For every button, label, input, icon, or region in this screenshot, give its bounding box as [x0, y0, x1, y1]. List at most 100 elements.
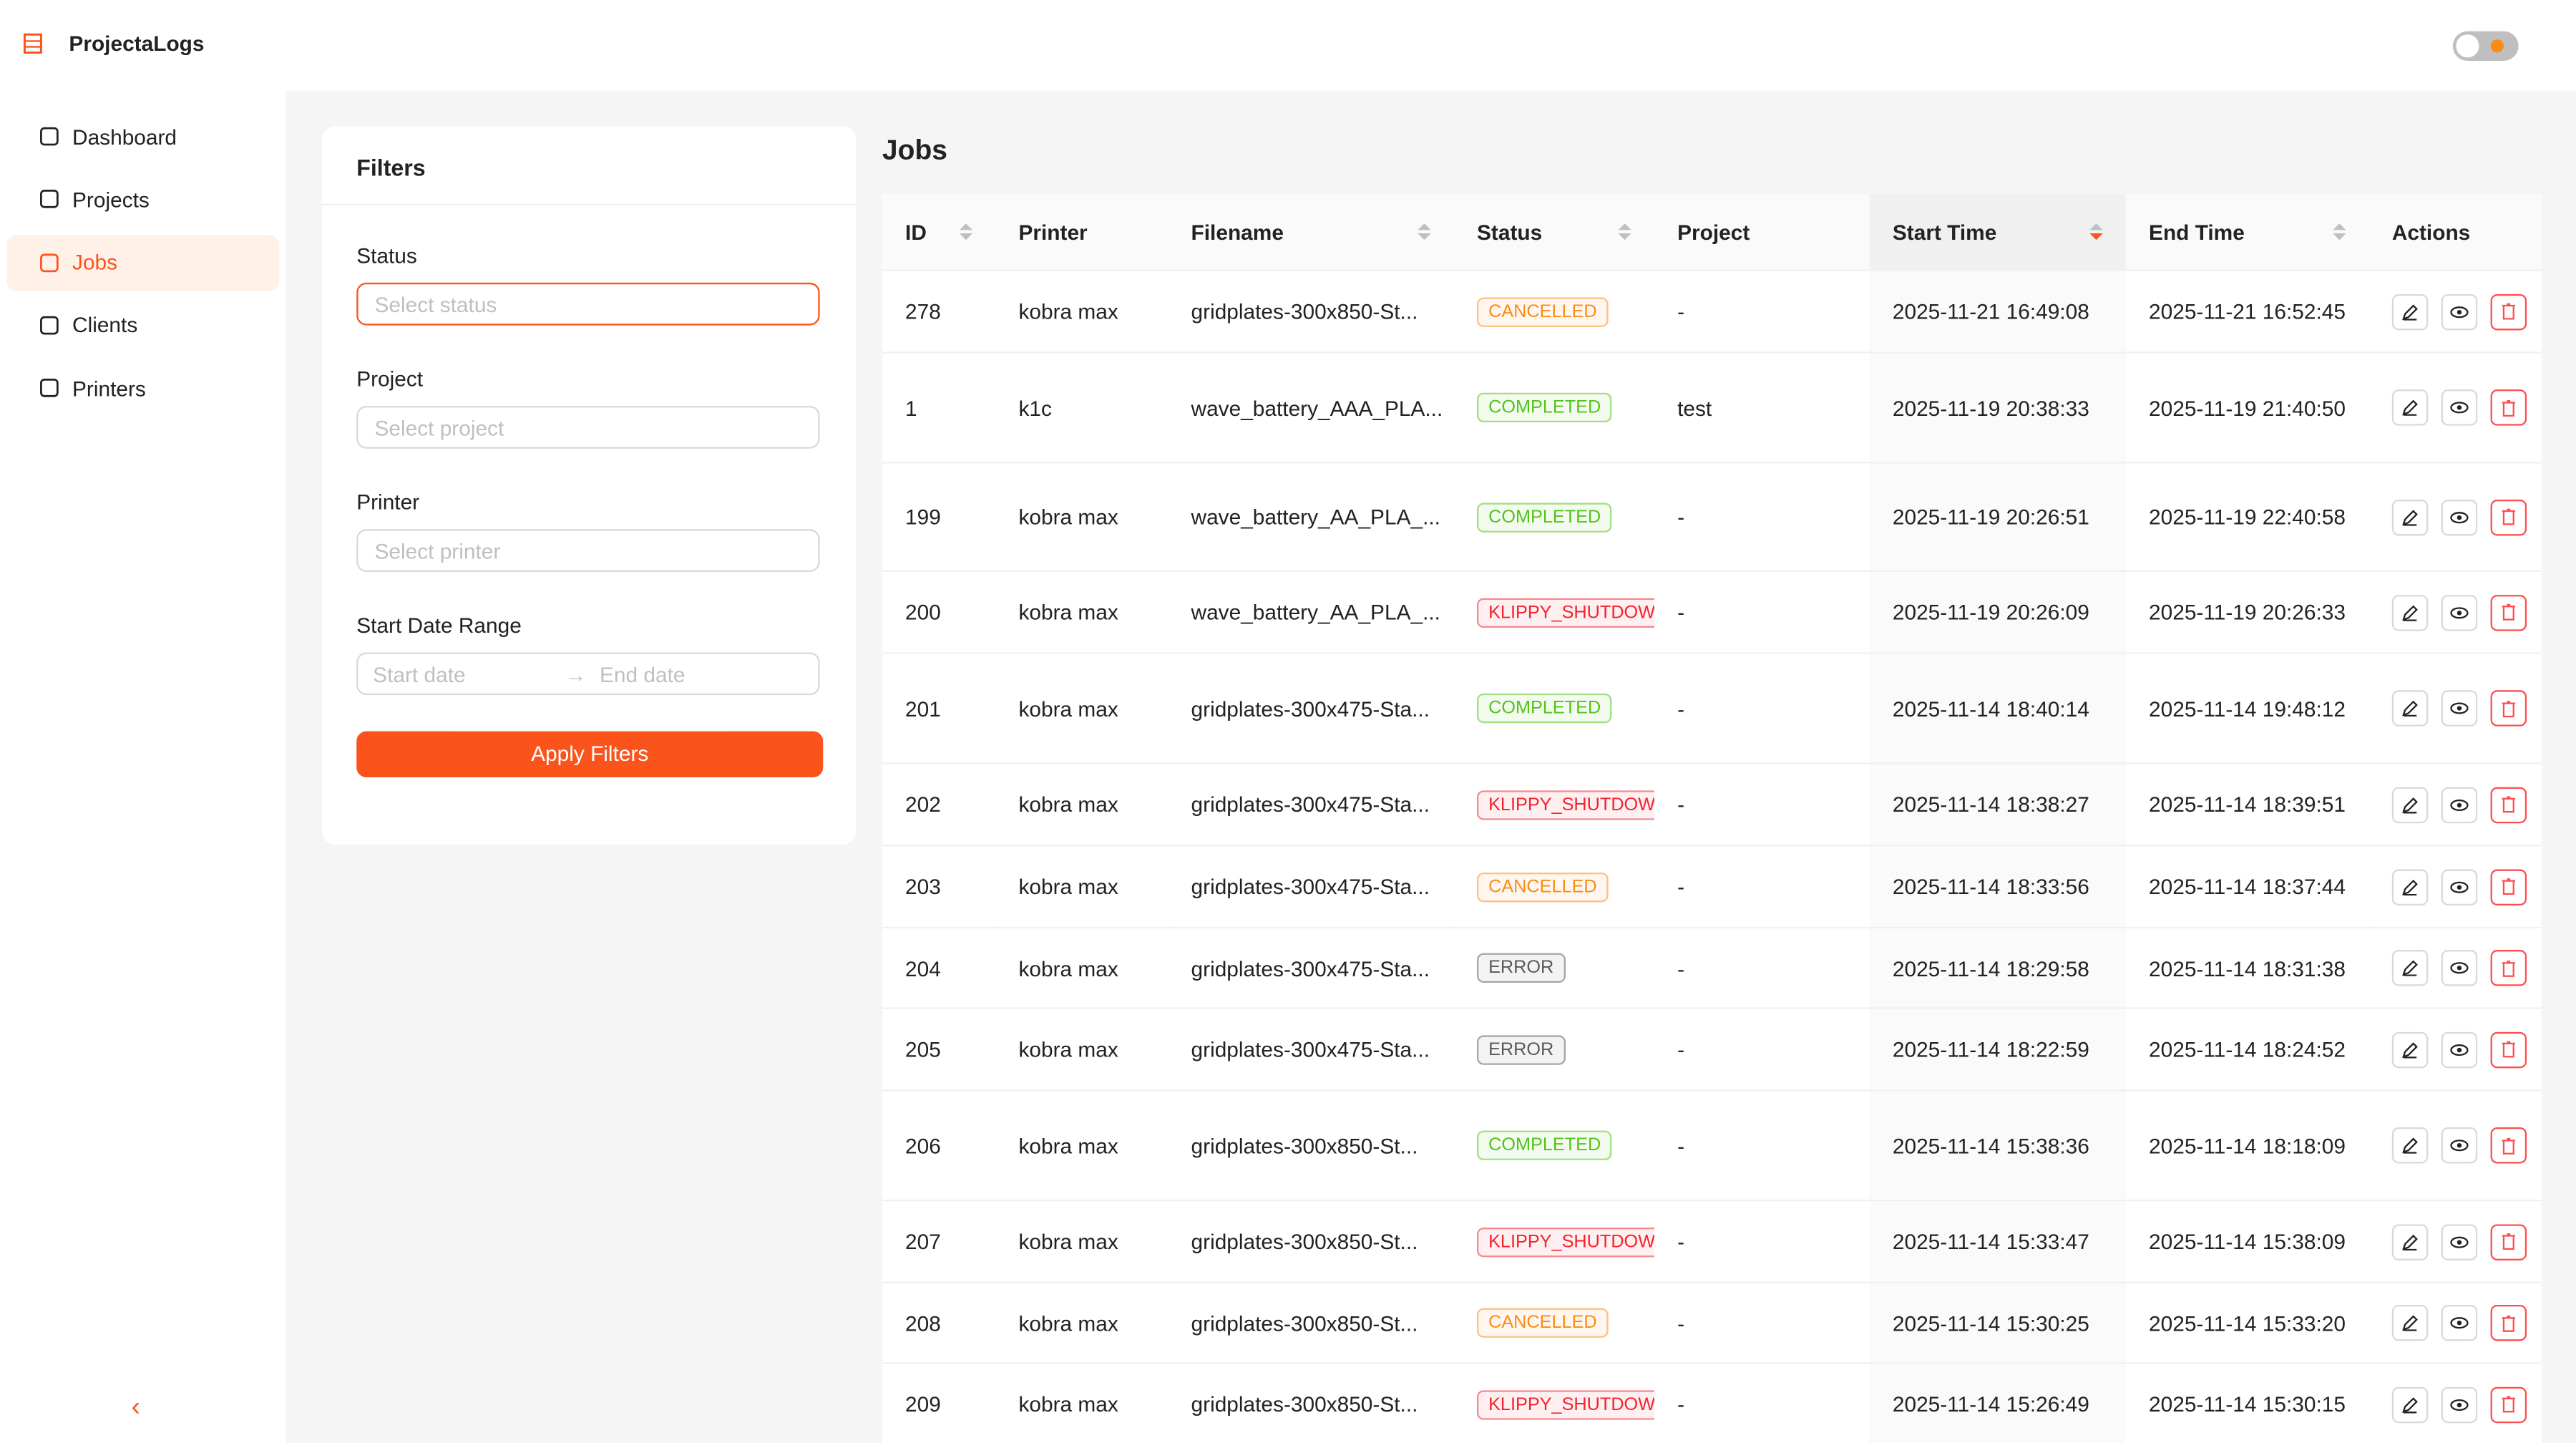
delete-button[interactable]	[2490, 1223, 2527, 1260]
jobs-table: ID Printer Filename Status Project Start Time…	[882, 193, 2542, 1443]
cell: ERROR	[1453, 928, 1654, 1009]
start-date[interactable]: Start date	[373, 662, 466, 687]
cell: -	[1654, 1009, 1870, 1092]
delete-button[interactable]	[2490, 1304, 2527, 1341]
cell: 202	[882, 764, 996, 847]
nav-item[interactable]: Clients	[6, 297, 279, 353]
delete-button[interactable]	[2490, 593, 2527, 631]
delete-button[interactable]	[2490, 868, 2527, 905]
nav-label: Projects	[72, 187, 150, 212]
view-button[interactable]	[2441, 1127, 2478, 1164]
status-tag: ERROR	[1477, 1034, 1566, 1064]
column-title: Start Time	[1892, 219, 1997, 244]
delete-button[interactable]	[2490, 1031, 2527, 1068]
column-title: Actions	[2391, 219, 2471, 244]
edit-button[interactable]	[2391, 868, 2429, 905]
edit-button[interactable]	[2391, 293, 2429, 330]
cell	[2368, 1364, 2542, 1443]
cell: kobra max	[995, 1009, 1169, 1092]
delete-button[interactable]	[2490, 498, 2527, 535]
delete-button[interactable]	[2490, 1386, 2527, 1423]
start-text: 2025-11-14 18:33:56	[1892, 874, 2089, 899]
cell: gridplates-300x850-St...	[1168, 1283, 1454, 1364]
delete-button[interactable]	[2490, 1127, 2527, 1164]
view-button[interactable]	[2441, 786, 2478, 823]
status-label: Status	[356, 243, 417, 268]
view-button[interactable]	[2441, 690, 2478, 727]
cell: -	[1654, 271, 1870, 354]
view-button[interactable]	[2441, 868, 2478, 905]
column-header[interactable]: Status	[1453, 193, 1654, 271]
project-text: -	[1677, 600, 1685, 625]
end-text: 2025-11-14 18:39:51	[2149, 792, 2346, 817]
project-text: -	[1677, 1133, 1685, 1158]
edit-button[interactable]	[2391, 1386, 2429, 1423]
id-text: 202	[905, 792, 941, 817]
id-text: 205	[905, 1036, 941, 1062]
column-header[interactable]: End Time	[2125, 193, 2369, 271]
sort-icon[interactable]	[1618, 222, 1631, 242]
cell: COMPLETED	[1453, 1091, 1654, 1202]
collapse-button[interactable]: ‹	[131, 1393, 140, 1422]
view-button[interactable]	[2441, 1031, 2478, 1068]
printer-select[interactable]: Select printer	[356, 529, 820, 572]
delete-button[interactable]	[2490, 293, 2527, 330]
start-text: 2025-11-19 20:38:33	[1892, 395, 2089, 420]
cell: 2025-11-14 18:18:09	[2125, 1091, 2369, 1202]
view-button[interactable]	[2441, 950, 2478, 986]
sort-icon[interactable]	[2089, 222, 2103, 242]
edit-button[interactable]	[2391, 786, 2429, 823]
edit-button[interactable]	[2391, 1127, 2429, 1164]
cell: 2025-11-14 18:31:38	[2125, 928, 2369, 1009]
sort-icon[interactable]	[959, 222, 973, 242]
cell	[2368, 846, 2542, 929]
app-name: ProjectaLogs	[69, 31, 205, 57]
edit-button[interactable]	[2391, 1031, 2429, 1068]
cell: KLIPPY_SHUTDOWN	[1453, 1201, 1654, 1284]
view-button[interactable]	[2441, 498, 2478, 535]
edit-button[interactable]	[2391, 1304, 2429, 1341]
apply-button[interactable]: Apply Filters	[356, 731, 824, 777]
view-button[interactable]	[2441, 293, 2478, 330]
column-header[interactable]: Start Time	[1869, 193, 2126, 271]
delete-button[interactable]	[2490, 786, 2527, 823]
delete-button[interactable]	[2490, 389, 2527, 426]
nav-item[interactable]: Jobs	[6, 234, 280, 291]
nav-item[interactable]: Projects	[6, 171, 279, 227]
view-button[interactable]	[2441, 593, 2478, 631]
sort-icon[interactable]	[2333, 222, 2346, 242]
cell: KLIPPY_SHUTDOWN	[1453, 1364, 1654, 1443]
edit-button[interactable]	[2391, 498, 2429, 535]
cell: 1	[882, 353, 996, 464]
cell: KLIPPY_SHUTDOWN	[1453, 571, 1654, 654]
filename-text: wave_battery_AA_PLA_...	[1191, 600, 1440, 625]
edit-button[interactable]	[2391, 690, 2429, 727]
logo-icon	[23, 33, 42, 54]
view-button[interactable]	[2441, 389, 2478, 426]
cell: wave_battery_AA_PLA_...	[1168, 463, 1454, 572]
nav-item[interactable]: Printers	[6, 360, 279, 416]
end-date[interactable]: End date	[600, 662, 686, 687]
view-button[interactable]	[2441, 1223, 2478, 1260]
filename-text: wave_battery_AA_PLA_...	[1191, 504, 1440, 530]
column-header[interactable]: Filename	[1168, 193, 1454, 271]
cell	[2368, 271, 2542, 354]
view-button[interactable]	[2441, 1304, 2478, 1341]
status-select[interactable]: Select status	[356, 282, 820, 326]
project-select[interactable]: Select project	[356, 406, 820, 449]
column-header[interactable]: ID	[882, 193, 996, 271]
theme-toggle[interactable]	[2452, 31, 2519, 61]
project-text: -	[1677, 1036, 1685, 1062]
cell: kobra max	[995, 1201, 1169, 1284]
sort-icon[interactable]	[1418, 222, 1431, 242]
delete-button[interactable]	[2490, 690, 2527, 727]
edit-button[interactable]	[2391, 593, 2429, 631]
edit-button[interactable]	[2391, 950, 2429, 986]
sidebar: ‹ Dashboard Projects Jobs Clients Printers	[0, 90, 286, 1443]
filename-text: gridplates-300x475-Sta...	[1191, 1036, 1430, 1062]
delete-button[interactable]	[2490, 950, 2527, 986]
view-button[interactable]	[2441, 1386, 2478, 1423]
edit-button[interactable]	[2391, 1223, 2429, 1260]
edit-button[interactable]	[2391, 389, 2429, 426]
nav-item[interactable]: Dashboard	[6, 109, 279, 165]
